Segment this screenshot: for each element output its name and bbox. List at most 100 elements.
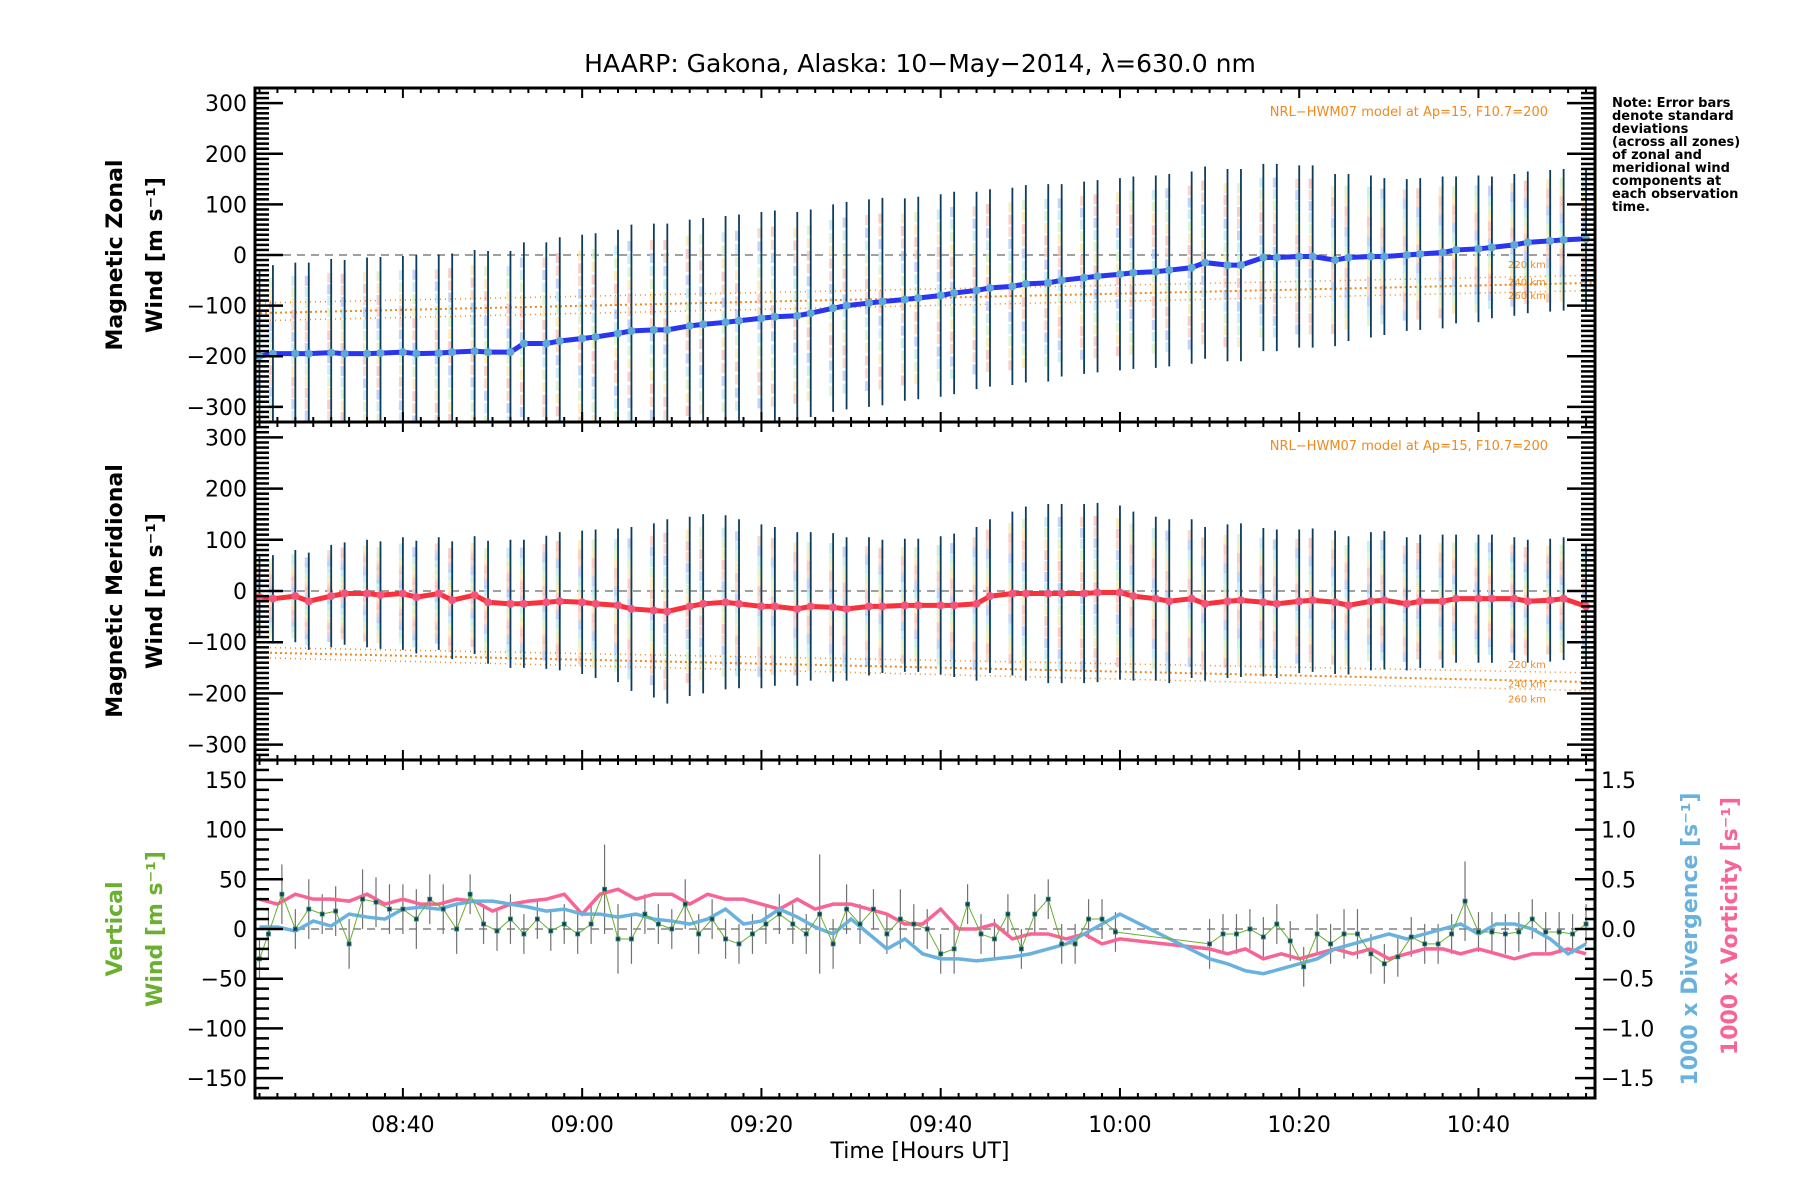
y-tick-label: 100	[205, 193, 247, 218]
vertical-wind-point	[400, 906, 406, 912]
zone-sample	[864, 605, 870, 616]
zone-sample	[1546, 621, 1552, 632]
zone-sample	[699, 325, 705, 336]
zone-sample	[972, 575, 978, 586]
zone-sample	[376, 283, 382, 294]
zone-sample	[757, 566, 763, 577]
zone-sample	[591, 389, 597, 400]
zone-sample	[735, 230, 741, 241]
zone-sample	[1523, 637, 1529, 648]
zone-sample	[1452, 621, 1458, 632]
zone-sample	[627, 397, 633, 408]
zone-sample	[936, 596, 942, 607]
zone-sample	[1008, 275, 1014, 286]
zone-sample	[448, 569, 454, 580]
zone-sample	[1510, 589, 1516, 600]
zone-sample	[1546, 636, 1552, 647]
data-point	[519, 599, 528, 608]
zone-sample	[1187, 197, 1193, 208]
zone-sample	[1165, 223, 1171, 234]
zone-sample	[1057, 316, 1063, 327]
zone-sample	[1523, 285, 1529, 296]
zone-sample	[1331, 260, 1337, 271]
zone-sample	[1115, 592, 1121, 603]
zone-sample	[1129, 249, 1135, 260]
zone-sample	[434, 578, 440, 589]
zone-sample	[699, 648, 705, 659]
zone-sample	[735, 645, 741, 656]
zone-sample	[578, 557, 584, 568]
zone-sample	[1080, 266, 1086, 277]
zone-sample	[291, 354, 297, 365]
zone-sample	[1295, 234, 1301, 245]
zone-sample	[914, 653, 920, 664]
zone-sample	[914, 299, 920, 310]
zone-sample	[1366, 296, 1372, 307]
zone-sample	[1187, 233, 1193, 244]
zone-sample	[1201, 239, 1207, 250]
y-tick-label: 50	[219, 868, 247, 893]
data-point	[1223, 597, 1232, 606]
zone-sample	[1559, 178, 1565, 189]
model-line-260km	[255, 289, 1595, 322]
zone-sample	[878, 264, 884, 275]
zone-sample	[735, 335, 741, 346]
zone-sample	[1223, 563, 1229, 574]
zone-sample	[757, 586, 763, 597]
data-point	[1165, 266, 1174, 275]
zone-sample	[327, 562, 333, 573]
vertical-wind-point	[1529, 916, 1535, 922]
zone-sample	[412, 403, 418, 414]
zone-sample	[1057, 616, 1063, 627]
vertical-wind-point	[1032, 911, 1038, 917]
zone-sample	[1295, 653, 1301, 664]
zone-sample	[1057, 583, 1063, 594]
data-point	[878, 602, 887, 611]
zone-sample	[699, 338, 705, 349]
zone-sample	[412, 623, 418, 634]
zone-sample	[1115, 346, 1121, 357]
note-line: each observation	[1612, 187, 1738, 202]
zone-sample	[363, 426, 368, 436]
zone-sample	[1223, 195, 1229, 206]
zone-sample	[363, 390, 369, 401]
data-point	[448, 596, 457, 605]
zone-sample	[950, 331, 956, 342]
zone-sample	[663, 318, 669, 329]
zone-sample	[1201, 575, 1207, 586]
zone-sample	[1057, 627, 1063, 638]
zone-sample	[878, 605, 884, 616]
zone-sample	[448, 635, 454, 646]
zone-sample	[1559, 186, 1565, 197]
zone-sample	[936, 221, 942, 232]
data-point	[1295, 252, 1304, 261]
data-point	[1510, 240, 1519, 249]
zone-sample	[1487, 299, 1493, 310]
zone-sample	[900, 275, 906, 286]
zone-sample	[972, 255, 978, 266]
zone-sample	[268, 321, 274, 332]
x-tick-label: 10:00	[1088, 1113, 1151, 1138]
zone-sample	[1559, 221, 1565, 232]
zone-sample	[614, 411, 620, 422]
zone-sample	[1344, 613, 1350, 624]
zone-sample	[591, 351, 597, 362]
zone-sample	[1510, 574, 1516, 585]
zone-sample	[878, 654, 884, 665]
zone-sample	[1380, 548, 1386, 559]
zone-sample	[1474, 558, 1480, 569]
zone-sample	[757, 280, 763, 291]
zone-sample	[1223, 600, 1229, 611]
zone-sample	[878, 213, 884, 224]
data-point	[1223, 261, 1232, 270]
zone-sample	[578, 548, 584, 559]
zone-sample	[936, 371, 942, 382]
vertical-wind-point	[292, 926, 298, 932]
data-point	[1452, 594, 1461, 603]
zone-sample	[1308, 223, 1314, 234]
zone-sample	[542, 257, 548, 268]
zone-sample	[1093, 615, 1099, 626]
vertical-wind-point	[521, 931, 527, 937]
vertical-wind-point	[373, 899, 379, 905]
